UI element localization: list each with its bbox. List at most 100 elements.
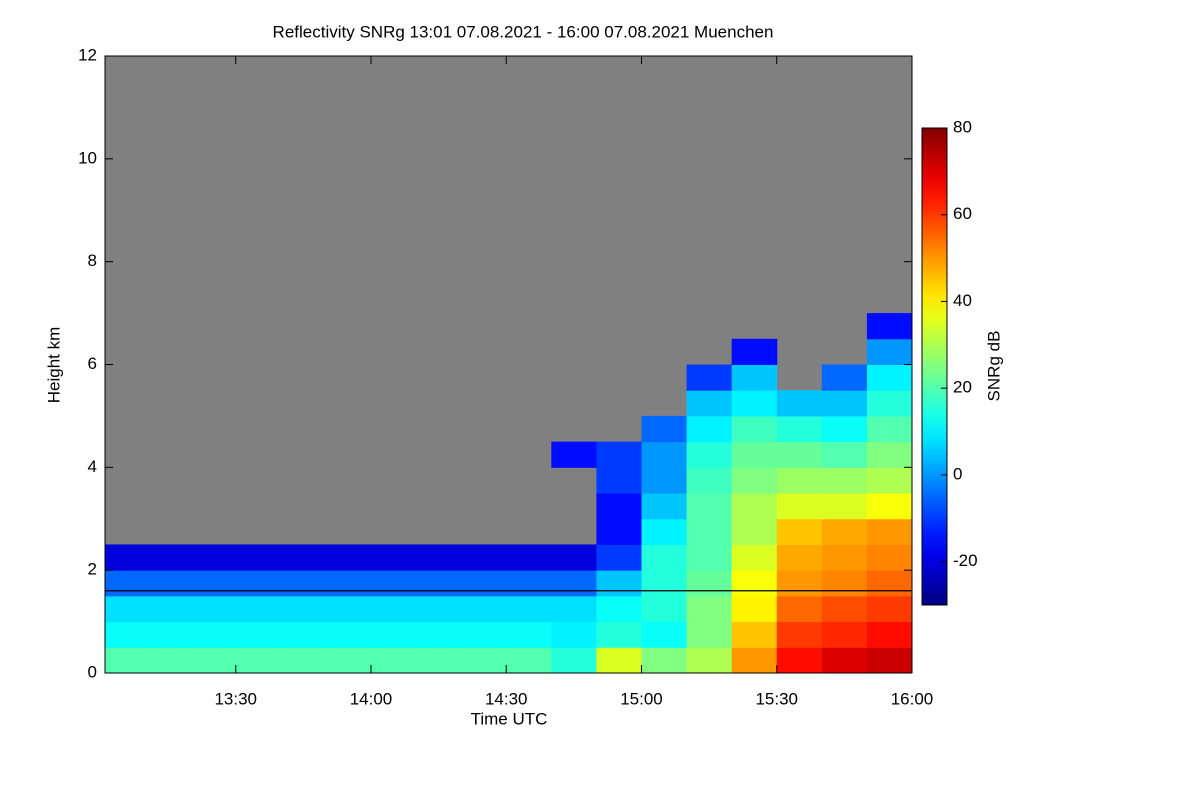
heat-cell bbox=[776, 570, 823, 597]
heat-cell bbox=[506, 595, 552, 623]
heat-cell bbox=[325, 544, 372, 571]
heat-cell bbox=[731, 595, 778, 623]
x-tick-label: 14:00 bbox=[350, 689, 393, 708]
heat-cell bbox=[776, 518, 823, 545]
colorbar-tick-label: 60 bbox=[953, 204, 972, 223]
heat-cell bbox=[641, 544, 688, 571]
colorbar-tick-label: 80 bbox=[953, 117, 972, 136]
heat-cell bbox=[776, 544, 823, 571]
heat-cell bbox=[686, 595, 733, 623]
heat-cell bbox=[686, 441, 733, 468]
heat-cell bbox=[105, 647, 147, 674]
heat-cell bbox=[641, 595, 688, 623]
colorbar-tick-label: -20 bbox=[953, 551, 978, 570]
heat-cell bbox=[731, 493, 778, 520]
heat-cell bbox=[145, 544, 192, 571]
heat-cell bbox=[325, 595, 372, 623]
heat-cell bbox=[821, 621, 868, 648]
heat-cell bbox=[416, 595, 462, 623]
heat-cell bbox=[776, 595, 823, 623]
heat-cell bbox=[776, 647, 823, 674]
heat-cell bbox=[370, 544, 417, 571]
heat-cell bbox=[280, 595, 327, 623]
heat-cell bbox=[821, 518, 868, 545]
heat-cell bbox=[325, 621, 372, 648]
heat-cell bbox=[596, 595, 642, 623]
x-tick-label: 13:30 bbox=[214, 689, 257, 708]
heat-cell bbox=[551, 595, 597, 623]
heat-cell bbox=[641, 518, 688, 545]
heat-cell bbox=[190, 621, 237, 648]
colorbar bbox=[921, 127, 948, 606]
heat-cell bbox=[280, 544, 327, 571]
heat-cell bbox=[686, 621, 733, 648]
heat-cell bbox=[461, 570, 507, 597]
y-tick-label: 12 bbox=[78, 45, 97, 64]
colorbar-tick-label: 0 bbox=[953, 464, 962, 483]
heat-cell bbox=[821, 647, 868, 674]
heat-cell bbox=[866, 313, 913, 340]
heat-cell bbox=[280, 570, 327, 597]
heat-cell bbox=[731, 544, 778, 571]
heat-cell bbox=[596, 544, 642, 571]
heat-cell bbox=[416, 570, 462, 597]
heat-cell bbox=[280, 647, 327, 674]
heat-cell bbox=[866, 595, 913, 623]
heat-cell bbox=[866, 518, 913, 545]
heat-cell bbox=[370, 595, 417, 623]
heat-cell bbox=[776, 441, 823, 468]
heat-cell bbox=[776, 493, 823, 520]
heat-cell bbox=[731, 621, 778, 648]
heat-cell bbox=[235, 544, 282, 571]
heat-cell bbox=[731, 467, 778, 494]
heat-cell bbox=[416, 621, 462, 648]
x-tick-label: 15:00 bbox=[620, 689, 663, 708]
heat-cell bbox=[596, 441, 642, 468]
heat-cell bbox=[551, 621, 597, 648]
heat-cell bbox=[686, 390, 733, 417]
heat-cell bbox=[145, 570, 192, 597]
heat-cell bbox=[641, 570, 688, 597]
heat-cell bbox=[416, 647, 462, 674]
y-tick-label: 10 bbox=[78, 148, 97, 167]
heat-cell bbox=[641, 621, 688, 648]
colorbar-tick-label: 40 bbox=[953, 291, 972, 310]
heat-cell bbox=[731, 338, 778, 365]
heat-cell bbox=[461, 595, 507, 623]
y-tick-label: 0 bbox=[88, 662, 97, 681]
heat-cell bbox=[370, 570, 417, 597]
heat-cell bbox=[461, 544, 507, 571]
heat-cell bbox=[686, 415, 733, 443]
heat-cell bbox=[105, 621, 147, 648]
heat-cell bbox=[821, 364, 868, 391]
y-tick-label: 8 bbox=[88, 251, 97, 270]
heat-cell bbox=[731, 415, 778, 443]
heat-cell bbox=[235, 647, 282, 674]
heat-cell bbox=[641, 647, 688, 674]
heat-cell bbox=[190, 570, 237, 597]
heat-cell bbox=[731, 364, 778, 391]
heat-cell bbox=[596, 570, 642, 597]
heat-cell bbox=[105, 544, 147, 571]
heat-cell bbox=[731, 570, 778, 597]
heat-cell bbox=[731, 441, 778, 468]
heat-cell bbox=[686, 647, 733, 674]
heat-cell bbox=[641, 493, 688, 520]
heat-cell bbox=[461, 647, 507, 674]
heat-cell bbox=[776, 415, 823, 443]
heat-cell bbox=[821, 415, 868, 443]
heat-cell bbox=[776, 621, 823, 648]
y-axis-label: Height km bbox=[44, 327, 63, 404]
heat-cell bbox=[551, 570, 597, 597]
heat-cell bbox=[325, 647, 372, 674]
heat-cell bbox=[596, 621, 642, 648]
heat-cell bbox=[776, 390, 823, 417]
heat-cell bbox=[370, 621, 417, 648]
heat-cell bbox=[686, 364, 733, 391]
heat-cell bbox=[686, 493, 733, 520]
heat-cell bbox=[866, 493, 913, 520]
heat-cell bbox=[866, 544, 913, 571]
heat-cell bbox=[280, 621, 327, 648]
